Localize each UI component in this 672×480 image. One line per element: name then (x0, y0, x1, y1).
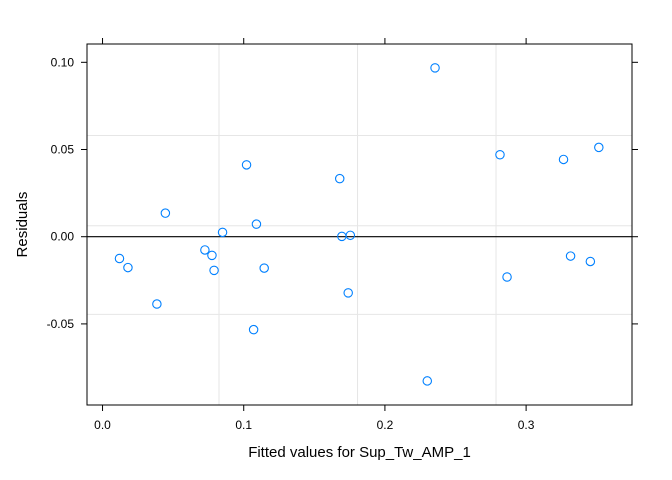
data-point (334, 173, 345, 184)
data-point (502, 272, 512, 282)
data-point (430, 63, 440, 73)
y-axis: -0.05 0.00 0.05 0.10 (47, 55, 638, 331)
y-tick-label: 0.10 (51, 55, 75, 69)
data-points (114, 63, 604, 386)
data-point (251, 219, 262, 229)
data-point (248, 324, 259, 335)
data-point (343, 288, 353, 298)
y-axis-label: Residuals (14, 192, 31, 258)
y-tick-label: 0.05 (51, 143, 75, 157)
y-tick-label: 0.00 (51, 230, 75, 244)
x-axis-label: Fitted values for Sup_Tw_AMP_1 (248, 444, 471, 461)
y-tick-label: -0.05 (47, 317, 75, 331)
data-point (160, 208, 171, 218)
x-tick-label: 0.1 (235, 418, 252, 432)
data-point (152, 299, 162, 309)
data-point (345, 230, 356, 241)
data-point (123, 262, 133, 273)
data-point (209, 265, 219, 276)
data-point (259, 263, 269, 273)
x-tick-label: 0.0 (94, 418, 111, 432)
x-tick-label: 0.3 (518, 418, 535, 432)
data-point (558, 154, 569, 165)
data-point (594, 142, 604, 153)
x-axis: 0.0 0.1 0.2 0.3 (94, 38, 535, 432)
data-point (114, 253, 125, 264)
data-point (422, 376, 433, 386)
data-point (585, 256, 596, 267)
data-point (200, 245, 210, 255)
data-point (217, 227, 228, 238)
plot-frame (86, 43, 633, 406)
data-point (565, 251, 576, 261)
data-point (495, 149, 505, 160)
data-point (207, 250, 217, 261)
grid-lines (87, 44, 632, 405)
data-point (241, 160, 252, 170)
x-tick-label: 0.2 (377, 418, 394, 432)
